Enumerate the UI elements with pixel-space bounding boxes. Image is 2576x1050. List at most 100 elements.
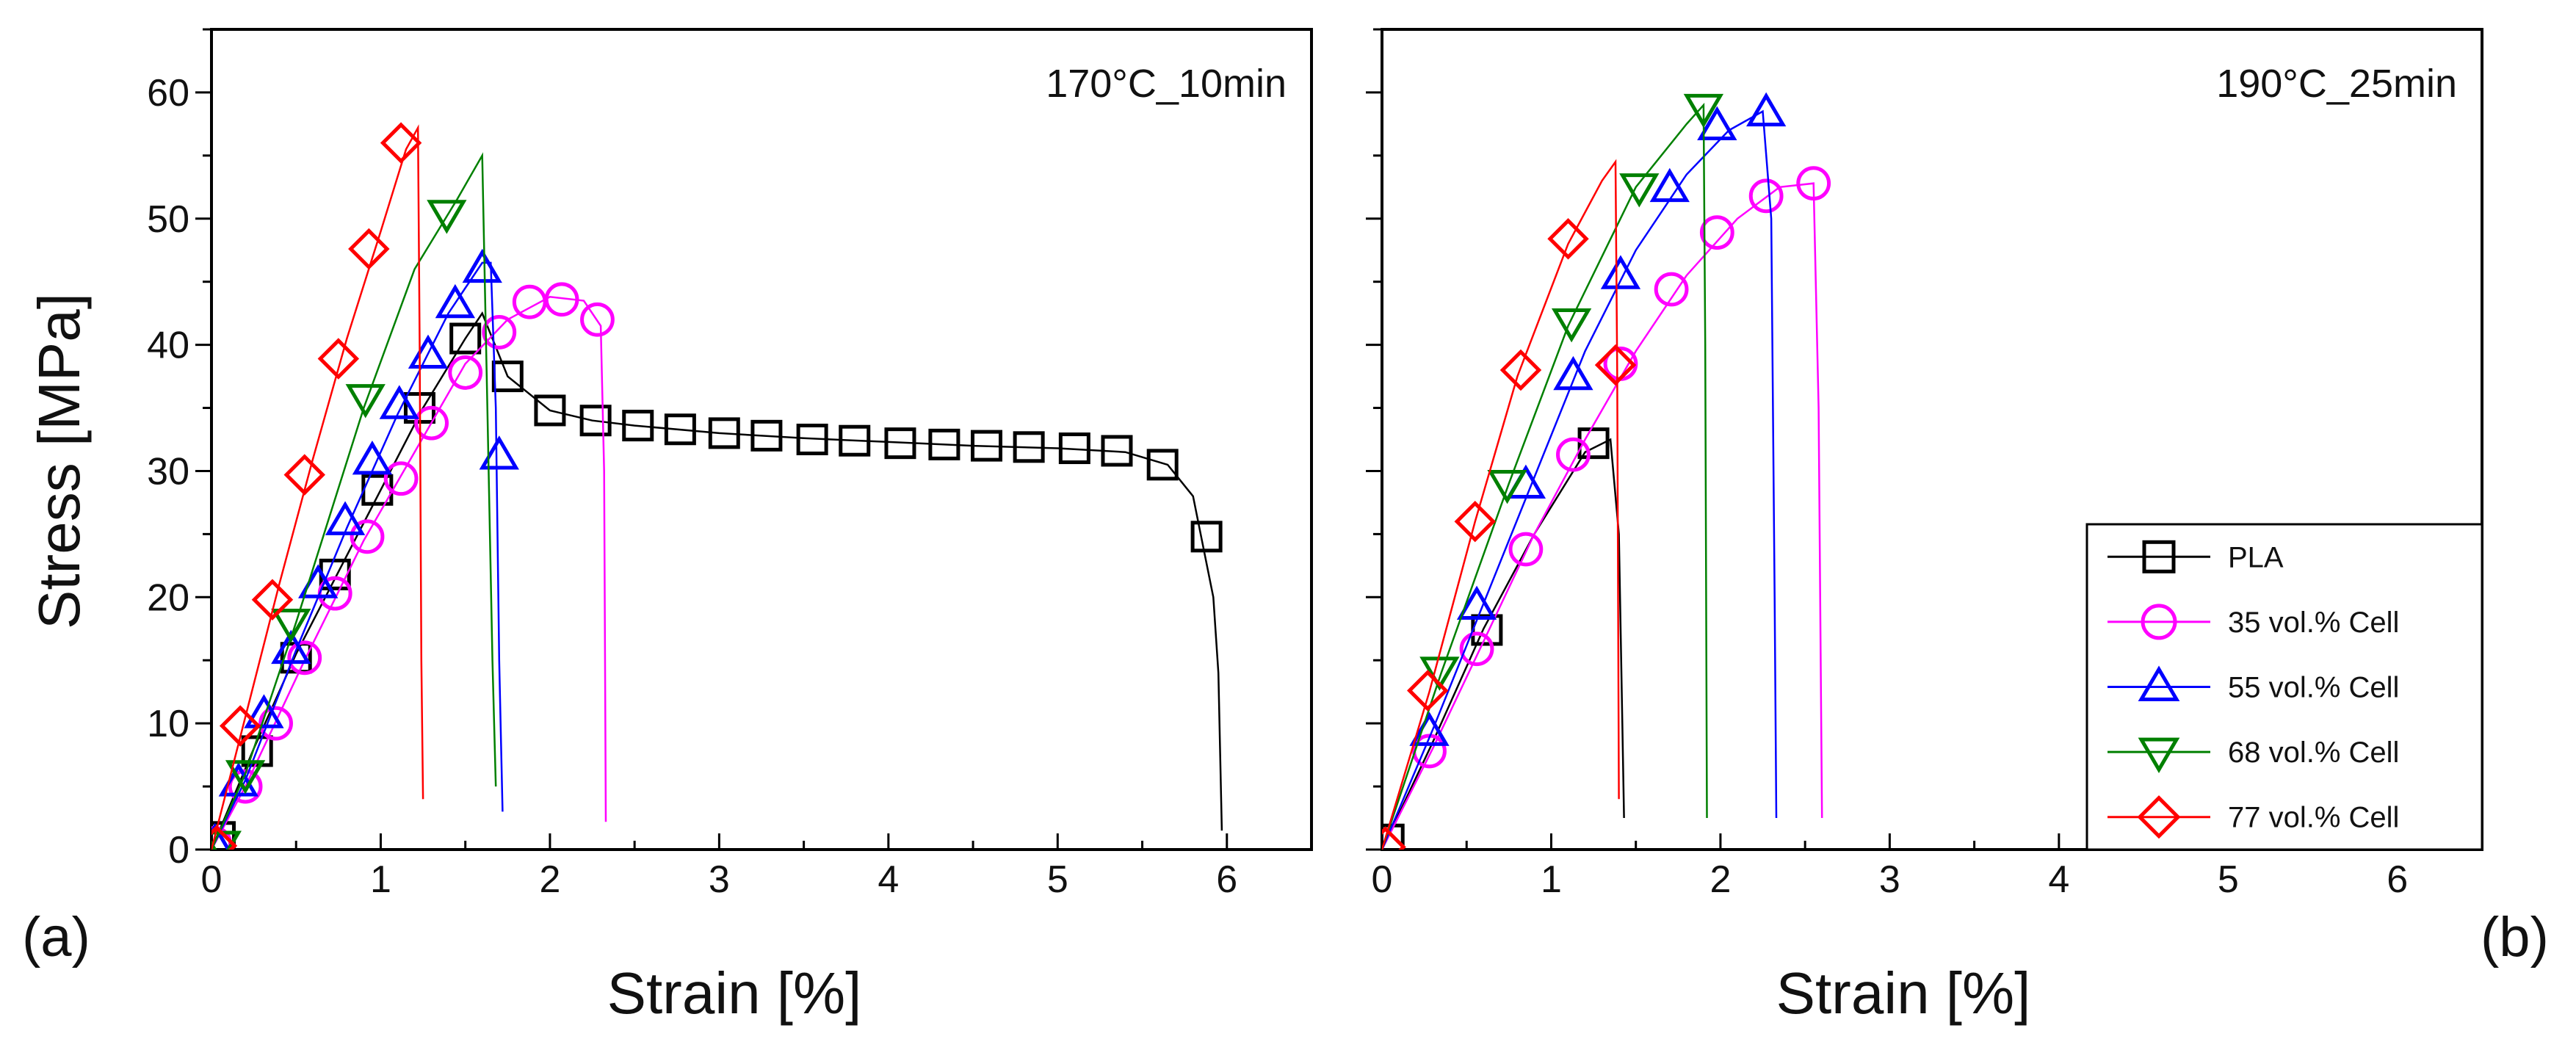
- panel-b-x-tick-label: 1: [1541, 858, 1562, 901]
- panel-a-data-point-55-vol-cell: [479, 435, 519, 470]
- panel-b-data-point-77-vol-cell: [1547, 218, 1589, 260]
- panel-a-data-point-pla: [664, 413, 696, 446]
- panel-a-data-point-68-vol-cell: [271, 609, 311, 643]
- panel-a-data-point-35-vol-cell: [414, 405, 449, 441]
- panel-a-data-point-68-vol-cell: [345, 384, 386, 419]
- panel-a-y-tick-label: 10: [147, 703, 189, 745]
- panel-a-plot-area: [211, 122, 1223, 850]
- panel-a-data-point-pla: [928, 428, 960, 460]
- panel-a-data-point-pla: [1101, 435, 1133, 467]
- legend-label-77-vol-cell: 77 vol.% Cell: [2228, 802, 2399, 834]
- panel-b-series-line-pla: [1382, 438, 1625, 850]
- panel-a-data-point-pla: [971, 430, 1003, 462]
- panel-a-data-point-55-vol-cell: [244, 694, 284, 728]
- panel-b-series-line-68-vol-cell: [1382, 102, 1708, 850]
- panel-a-data-point-35-vol-cell: [258, 706, 293, 741]
- panel-b-data-point-35-vol-cell: [1459, 631, 1494, 667]
- panel-a-data-point-pla: [449, 322, 482, 355]
- panel-a-tag: (a): [22, 906, 90, 968]
- panel-a-x-tick-label: 0: [201, 858, 222, 901]
- panel-a-x-tick-label: 6: [1216, 858, 1237, 901]
- panel-b-x-tick-label: 0: [1372, 858, 1393, 901]
- panel-b-data-point-68-vol-cell: [1419, 656, 1460, 691]
- panel-a-data-point-pla: [1146, 449, 1179, 481]
- panel-a-data-point-55-vol-cell: [325, 501, 366, 535]
- panel-b-data-point-68-vol-cell: [1619, 173, 1660, 208]
- panel-b-condition-label: 190°C_25min: [2216, 62, 2457, 106]
- panel-a-data-point-pla: [534, 394, 566, 427]
- panel-a-data-point-77-vol-cell: [219, 705, 261, 747]
- panel-b-series-line-35-vol-cell: [1382, 182, 1823, 850]
- panel-a-data-point-pla: [491, 361, 524, 393]
- panel-b-data-point-77-vol-cell: [1594, 344, 1637, 386]
- panel-a-data-point-77-vol-cell: [283, 454, 325, 496]
- panel-a-data-point-35-vol-cell: [383, 461, 419, 496]
- panel-a-data-point-77-vol-cell: [317, 338, 360, 380]
- panel-a-x-tick-label: 4: [878, 858, 899, 901]
- panel-b-data-point-68-vol-cell: [1487, 469, 1527, 504]
- panel-a-data-point-35-vol-cell: [580, 302, 615, 337]
- panel-b-series-line-77-vol-cell: [1382, 159, 1620, 850]
- panel-a-y-tick-label: 30: [147, 450, 189, 493]
- panel-a-data-point-68-vol-cell: [427, 200, 467, 234]
- panel-b-data-point-35-vol-cell: [1654, 272, 1689, 307]
- panel-b-data-point-35-vol-cell: [1699, 215, 1734, 250]
- panel-a-condition-label: 170°C_10min: [1046, 62, 1287, 106]
- panel-a-data-point-55-vol-cell: [435, 283, 476, 319]
- panel-a-data-point-77-vol-cell: [380, 122, 422, 164]
- panel-a-y-tick-label: 20: [147, 576, 189, 619]
- legend-marker-35-vol-cell: [2141, 604, 2177, 640]
- legend: PLA 35 vol.% Cell 55 vol.% Cell 68 vol.% Ce…: [2085, 523, 2483, 851]
- panel-a-data-point-35-vol-cell: [482, 315, 517, 350]
- panel-b-data-point-77-vol-cell: [1406, 670, 1449, 712]
- panel-a-data-point-pla: [796, 424, 828, 455]
- panel-b-tag: (b): [2481, 906, 2549, 968]
- y-axis-title: Stress [MPa]: [26, 293, 92, 629]
- panel-a-x-tick-label: 2: [539, 858, 560, 901]
- panel-a-data-point-55-vol-cell: [379, 385, 419, 419]
- panel-a-series-line-77-vol-cell: [211, 124, 424, 850]
- panel-b-x-axis-title: Strain [%]: [1776, 960, 2031, 1026]
- panel-a-data-point-pla: [579, 405, 612, 437]
- panel-b-x-tick-label: 2: [1710, 858, 1731, 901]
- panel-a-data-point-77-vol-cell: [348, 228, 390, 270]
- panel-b-data-point-pla: [1577, 427, 1610, 460]
- panel-b-series-line-55-vol-cell: [1382, 109, 1778, 850]
- panel-a-data-point-55-vol-cell: [352, 440, 393, 475]
- panel-b-data-point-55-vol-cell: [1409, 712, 1450, 746]
- panel-a-series-line-55-vol-cell: [211, 261, 504, 850]
- panel-a-data-point-pla: [1058, 432, 1090, 465]
- panel-b-data-point-55-vol-cell: [1745, 92, 1787, 127]
- panel-a-x-tick-label: 5: [1047, 858, 1068, 901]
- panel-b: 0 1 2 3 4 5 6 190°C_25min: [1366, 28, 2483, 901]
- legend-label-68-vol-cell: 68 vol.% Cell: [2228, 736, 2399, 769]
- panel-a-y-tick-label: 60: [147, 72, 189, 115]
- legend-marker-77-vol-cell: [2137, 795, 2181, 839]
- panel-b-data-point-55-vol-cell: [1553, 355, 1593, 391]
- panel-b-data-point-55-vol-cell: [1697, 106, 1737, 140]
- panel-a-data-point-pla: [622, 410, 654, 442]
- panel-b-data-point-55-vol-cell: [1600, 255, 1641, 289]
- panel-b-data-point-55-vol-cell: [1456, 585, 1497, 620]
- panel-b-x-tick-label: 3: [1879, 858, 1900, 901]
- panel-a-data-point-pla: [1013, 431, 1045, 463]
- panel-a-data-point-77-vol-cell: [251, 579, 294, 620]
- panel-a-data-point-77-vol-cell: [211, 825, 238, 850]
- panel-b-data-point-77-vol-cell: [1454, 500, 1496, 543]
- legend-marker-68-vol-cell: [2138, 737, 2180, 774]
- panel-b-data-point-68-vol-cell: [1551, 308, 1592, 343]
- panel-a-y-tick-label: 0: [168, 829, 189, 872]
- panel-a-data-point-pla: [750, 419, 783, 452]
- panel-b-data-point-35-vol-cell: [1796, 166, 1831, 201]
- panel-b-data-point-55-vol-cell: [1649, 167, 1690, 203]
- legend-label-pla: PLA: [2228, 541, 2284, 573]
- panel-a-data-point-55-vol-cell: [211, 822, 231, 850]
- panel-b-data-point-77-vol-cell: [1499, 349, 1542, 391]
- panel-a-data-point-35-vol-cell: [287, 640, 322, 676]
- panel-a-x-tick-label: 1: [370, 858, 391, 901]
- panel-a-series-line-68-vol-cell: [211, 152, 497, 850]
- panel-a-y-tick-label: 50: [147, 198, 189, 241]
- legend-marker-55-vol-cell: [2138, 665, 2180, 701]
